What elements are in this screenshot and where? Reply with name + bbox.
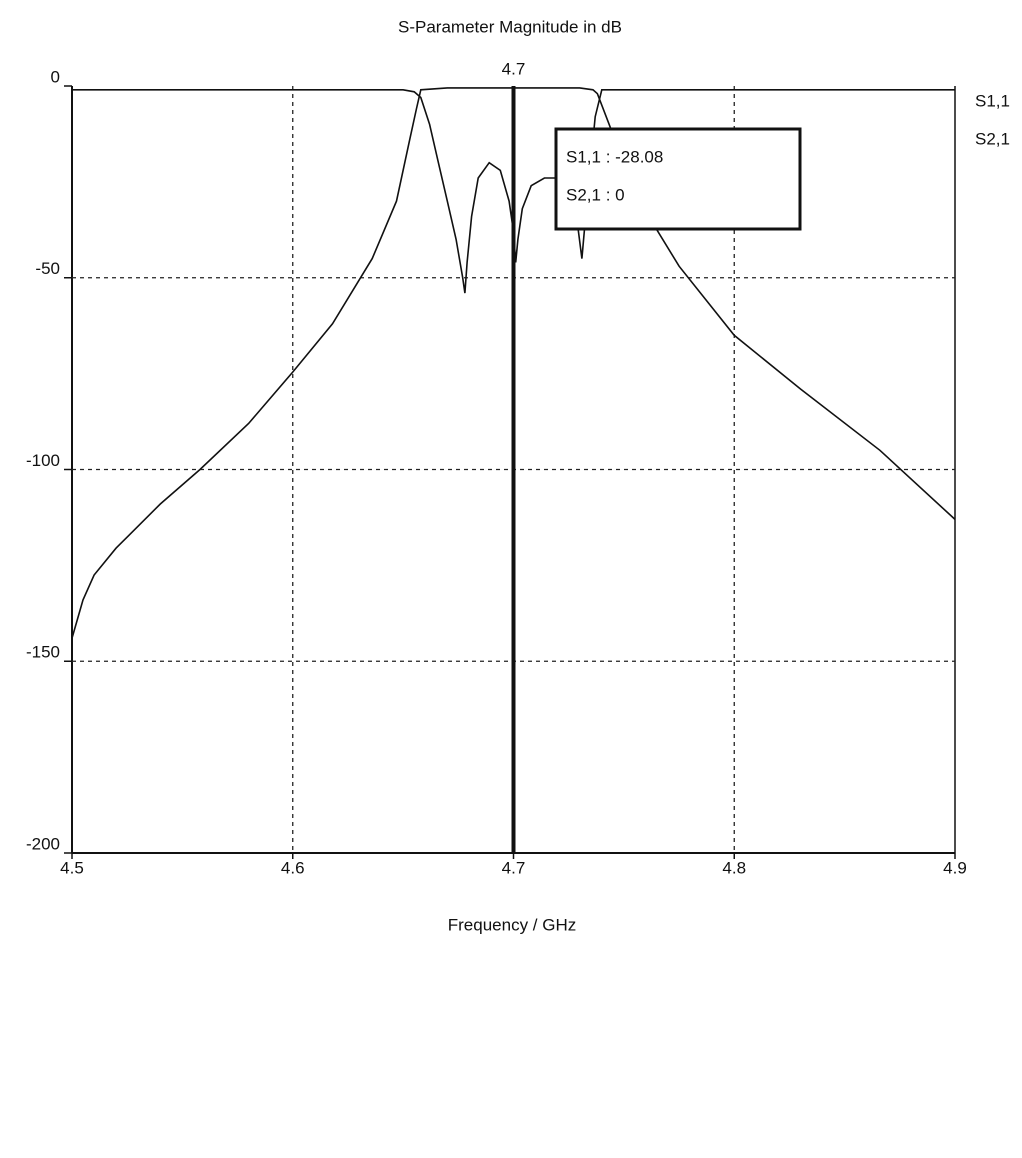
marker-readout-box xyxy=(554,127,802,231)
x-tick-label: 4.9 xyxy=(943,858,967,877)
x-tick-label: 4.8 xyxy=(722,858,746,877)
legend-label: S1,1 xyxy=(975,91,1010,110)
marker-label: 4.7 xyxy=(502,59,526,78)
y-tick-label: -100 xyxy=(26,451,60,470)
y-tick-label: -50 xyxy=(35,259,60,278)
y-tick-label: -200 xyxy=(26,834,60,853)
x-tick-label: 4.5 xyxy=(60,858,84,877)
x-axis-label: Frequency / GHz xyxy=(448,915,577,934)
series-line xyxy=(71,87,956,639)
marker-readout: S2,1 : 0 xyxy=(566,185,625,204)
legend-label: S2,1 xyxy=(975,129,1010,148)
chart-title: S-Parameter Magnitude in dB xyxy=(398,17,622,36)
y-tick-label: -150 xyxy=(26,643,60,662)
x-tick-label: 4.6 xyxy=(281,858,305,877)
x-tick-label: 4.7 xyxy=(502,858,526,877)
marker-readout: S1,1 : -28.08 xyxy=(566,147,663,166)
y-tick-label: 0 xyxy=(51,67,60,86)
